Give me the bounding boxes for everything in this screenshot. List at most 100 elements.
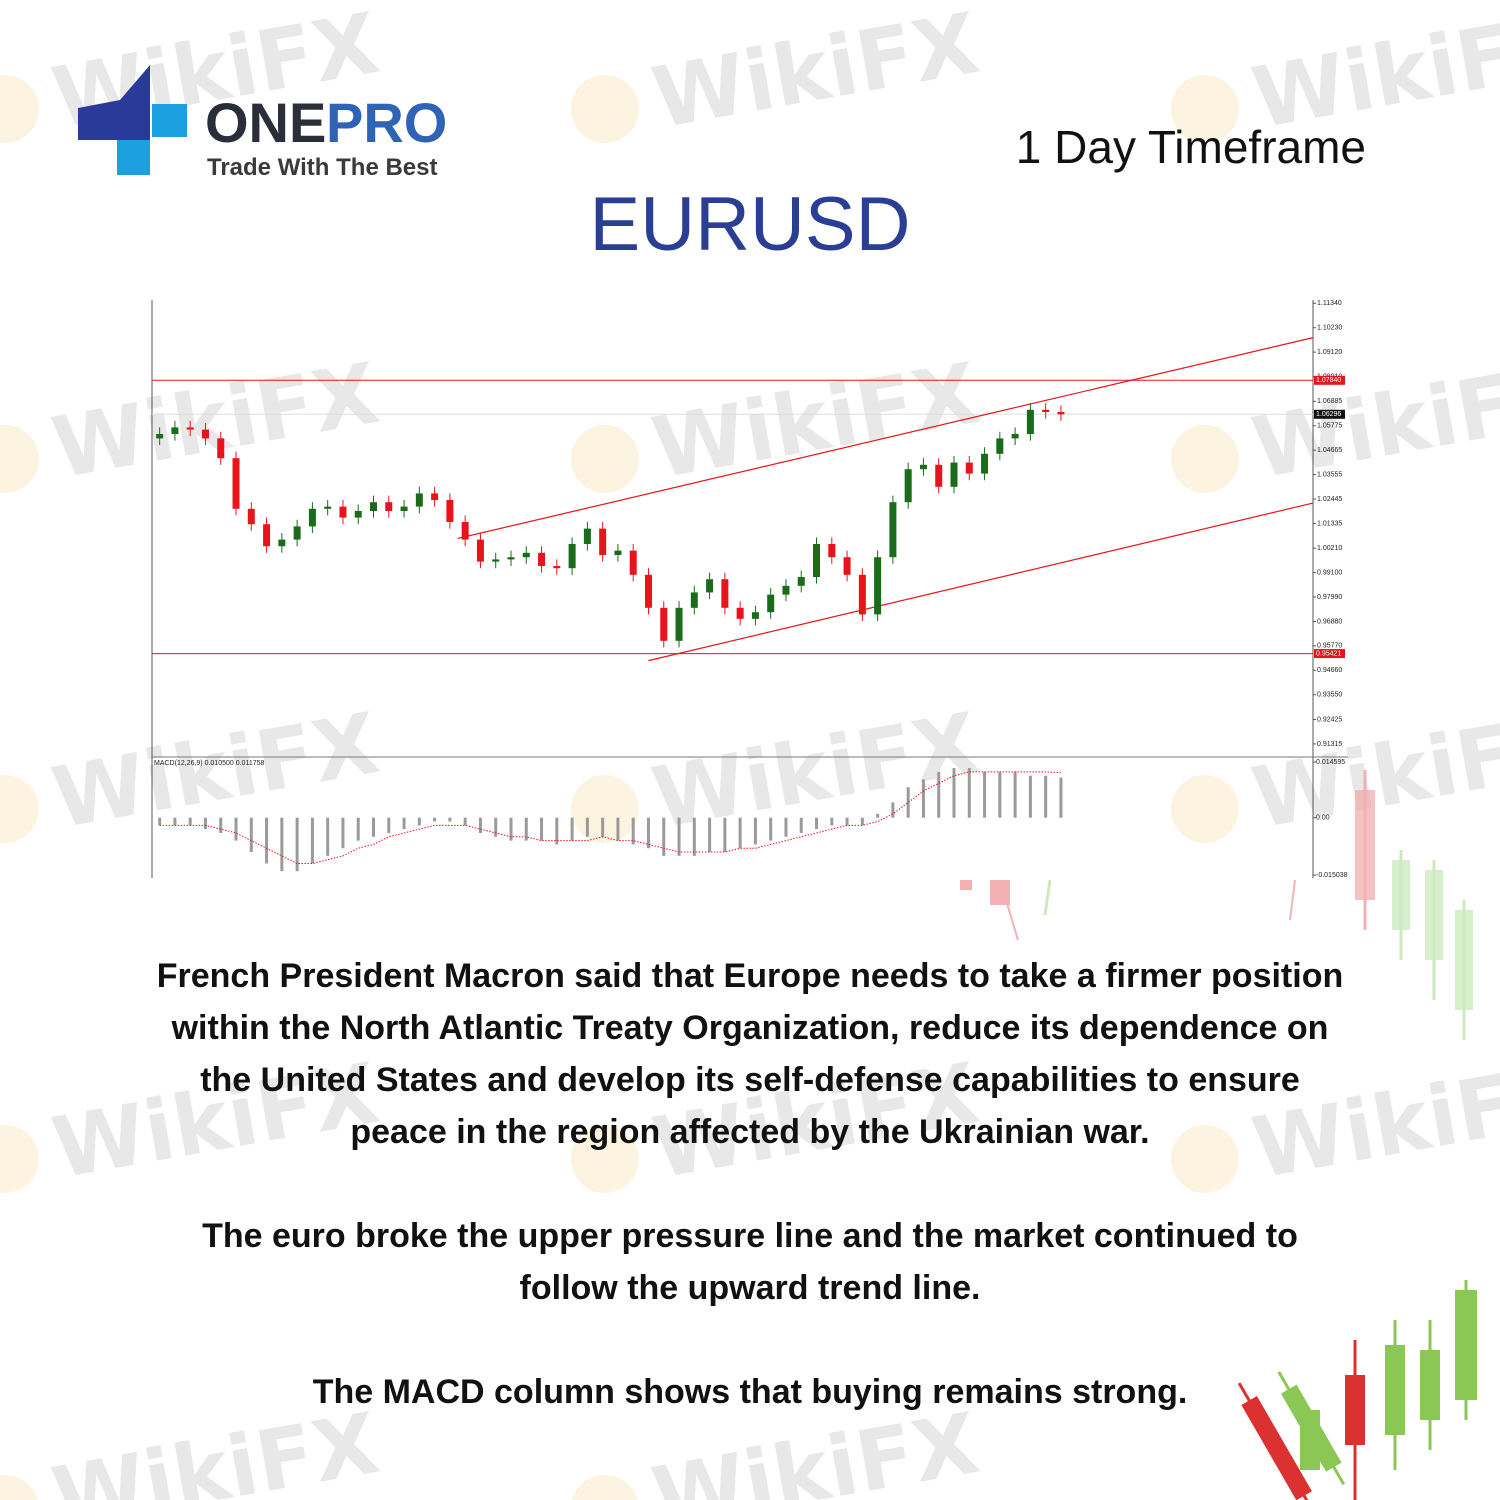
macd-bar <box>967 768 971 818</box>
brand-one: ONE <box>205 91 326 154</box>
candle-body <box>507 557 515 560</box>
candle-body <box>1026 409 1034 434</box>
candle-body <box>293 526 301 540</box>
candle-body <box>553 566 561 569</box>
candle-body <box>400 506 408 512</box>
macd-bar <box>188 817 192 826</box>
macd-bar <box>784 817 788 837</box>
macd-bar <box>723 817 727 853</box>
candle-body <box>263 524 271 547</box>
macd-bar <box>876 813 880 818</box>
price-badge-label: 1.06296 <box>1316 411 1341 418</box>
candle-body <box>706 579 714 593</box>
candle-body <box>614 550 622 556</box>
watermark-icon <box>1170 74 1239 143</box>
watermark-text: WikiFX <box>1245 344 1500 498</box>
macd-bar <box>585 817 589 837</box>
brand-pro: PRO <box>326 91 447 154</box>
y-tick-label: 1.10230 <box>1317 325 1342 332</box>
macd-bar <box>265 817 269 864</box>
candle-body <box>599 528 607 556</box>
macd-bar <box>860 817 864 826</box>
candle-body <box>354 511 362 518</box>
trendline <box>648 502 1314 662</box>
macd-bar <box>708 817 712 853</box>
macd-bar <box>356 817 360 841</box>
macd-bar <box>387 817 391 833</box>
y-tick-label: 1.01335 <box>1317 520 1342 527</box>
macd-label: MACD(12,26,9) 0.010500 0.011758 <box>154 760 264 767</box>
watermark-icon <box>1170 1124 1239 1193</box>
macd-bar <box>998 771 1002 818</box>
candle-body <box>644 574 652 608</box>
candle-body <box>1042 409 1050 412</box>
macd-bar <box>738 817 742 849</box>
macd-bar <box>662 817 666 856</box>
y-tick-label: 1.02445 <box>1317 496 1342 503</box>
candle-body <box>889 502 897 558</box>
macd-bar <box>448 817 452 822</box>
y-tick-label: 0.94660 <box>1317 667 1342 674</box>
candle-body <box>201 429 209 439</box>
candle-body <box>308 508 316 527</box>
macd-bar <box>173 817 177 826</box>
y-tick-label: 0.97990 <box>1317 594 1342 601</box>
level-badge <box>1314 649 1345 659</box>
trendline <box>457 337 1314 540</box>
macd-bar <box>310 817 314 864</box>
level-label: 0.95421 <box>1316 650 1341 657</box>
macd-bar <box>906 787 910 818</box>
candle-body <box>690 592 698 608</box>
macd-bar <box>677 817 681 856</box>
macd-bar <box>280 817 284 872</box>
macd-bar <box>921 779 925 818</box>
macd-bar <box>341 817 345 849</box>
macd-tick-label: 0.00 <box>1316 815 1330 822</box>
macd-bar <box>937 771 941 818</box>
candle-body <box>904 469 912 503</box>
watermark-icon <box>1170 774 1239 843</box>
macd-bar <box>203 817 207 830</box>
macd-bar <box>540 817 544 841</box>
macd-tick-label: 0.014595 <box>1316 759 1345 766</box>
macd-bar <box>799 817 803 833</box>
macd-bar <box>631 817 635 845</box>
y-tick-label: 0.96880 <box>1317 618 1342 625</box>
candle-body <box>721 579 729 608</box>
macd-bar <box>570 817 574 841</box>
candle-body <box>767 594 775 613</box>
candle-body <box>935 464 943 487</box>
y-tick-label: 0.99100 <box>1317 569 1342 576</box>
candle-body <box>843 557 851 575</box>
watermark-text: WikiFX <box>45 694 385 848</box>
y-tick-label: 0.91315 <box>1317 741 1342 748</box>
macd-bar <box>845 817 849 826</box>
macd-bar <box>692 817 696 856</box>
candle-body <box>171 427 179 434</box>
macd-bar <box>769 817 773 841</box>
candle-body <box>874 557 882 615</box>
paragraph: The MACD column shows that buying remain… <box>312 1373 1188 1411</box>
candle-body <box>660 607 668 641</box>
candle-body <box>751 612 759 619</box>
candle-body <box>981 453 989 474</box>
watermark-icon <box>0 1124 39 1193</box>
candle-body <box>217 438 225 459</box>
candle-body <box>858 574 866 615</box>
macd-bar <box>249 817 253 853</box>
macd-bar <box>402 817 406 830</box>
candle-body <box>996 438 1004 454</box>
macd-bar <box>830 817 834 826</box>
macd-bar <box>158 817 162 826</box>
macd-bar <box>1044 775 1048 818</box>
watermark-icon <box>0 1474 39 1500</box>
macd-bar <box>1013 771 1017 818</box>
paragraph: The euro broke the upper pressure line a… <box>202 1217 1298 1307</box>
y-tick-label: 1.11340 <box>1317 300 1342 307</box>
y-tick-label: 1.06885 <box>1317 398 1342 405</box>
macd-bar <box>952 768 956 818</box>
candle-body <box>278 539 286 547</box>
macd-bar <box>326 817 330 856</box>
candle-body <box>538 552 546 567</box>
